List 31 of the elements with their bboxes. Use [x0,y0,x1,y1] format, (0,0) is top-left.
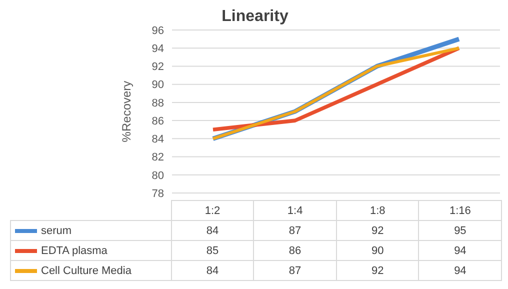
data-label: 92 [336,220,419,240]
y-tick-label: 92 [152,61,164,74]
y-tick-label: 88 [152,97,164,110]
data-label: 90 [336,240,419,260]
data-label: 85 [171,240,254,260]
data-label: 94 [418,240,502,260]
x-tick-label: 1:2 [171,200,254,220]
x-tick-label: 1:8 [336,200,419,220]
data-label: 94 [418,260,502,280]
y-tick-label: 80 [152,170,164,182]
y-tick-label: 86 [152,115,164,128]
x-tick-label: 1:16 [418,200,502,220]
chart-title: Linearity [220,8,290,26]
y-tick-label: 82 [152,152,164,164]
data-label: 92 [336,260,419,280]
data-label: 84 [171,220,254,240]
y-tick-label: 78 [152,188,164,200]
data-label: 95 [418,220,502,240]
y-axis-title: %Recovery [119,80,134,142]
y-tick-label: 96 [152,24,164,37]
data-label: 87 [254,220,336,240]
data-label: 87 [254,260,336,280]
y-tick-label: 94 [152,43,164,56]
data-label: 86 [254,240,336,260]
legend-label: EDTA plasma [41,244,108,256]
x-tick-label: 1:4 [254,200,336,220]
data-label: 84 [171,260,254,280]
y-tick-label: 84 [152,134,164,146]
legend-label: serum [41,224,72,236]
legend-label: Cell Culture Media [41,264,132,276]
y-tick-label: 90 [152,79,164,92]
